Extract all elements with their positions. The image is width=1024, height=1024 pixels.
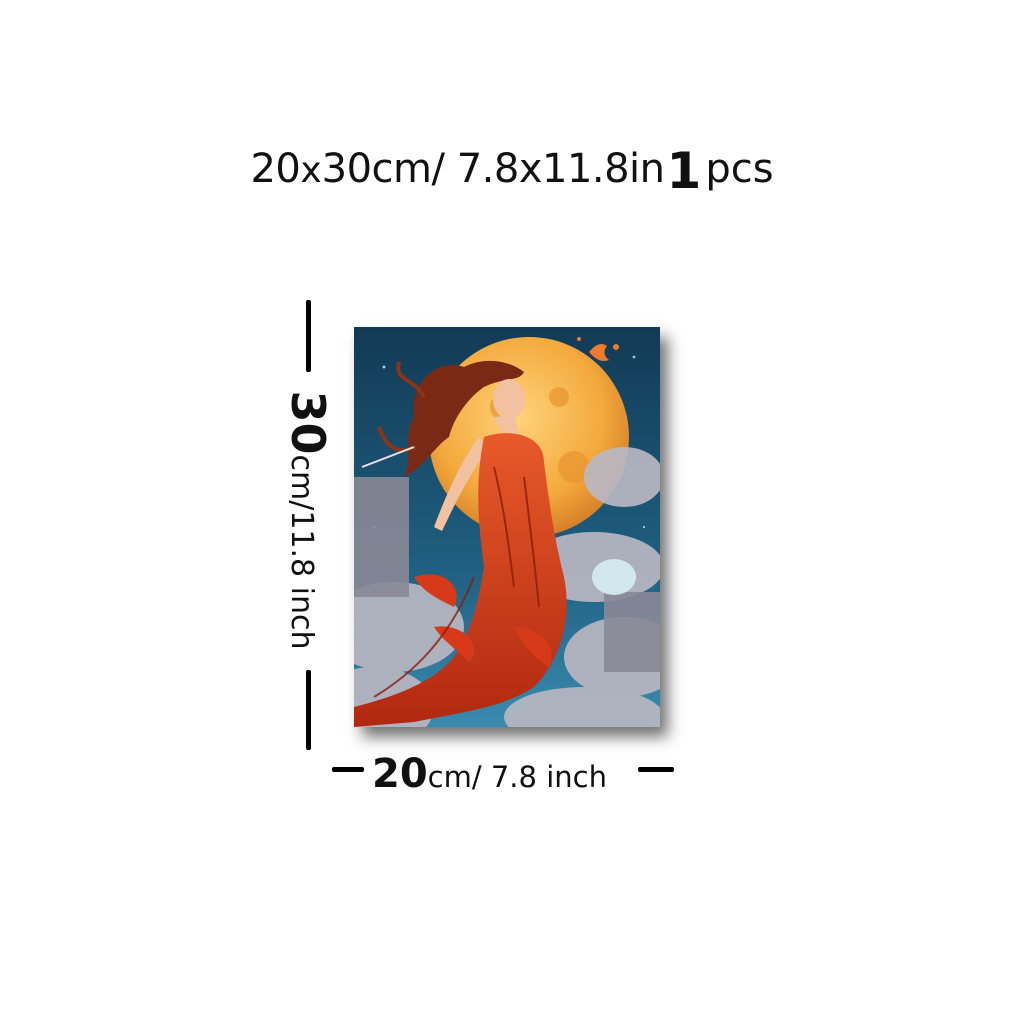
- height-unit: cm/11.8 inch: [284, 454, 319, 650]
- product-size-title: 20x30cm/ 7.8x11.8in1 pcs: [0, 140, 1024, 196]
- width-number: 20: [372, 751, 428, 797]
- height-bar-top: [306, 300, 311, 372]
- figure-dress: [354, 433, 567, 727]
- title-size-rest: 30cm/ 7.8x11.8in: [321, 146, 665, 192]
- width-dimension-label: 20cm/ 7.8 inch: [372, 754, 607, 794]
- height-number: 30: [281, 390, 335, 455]
- width-bar-right: [638, 767, 674, 772]
- height-bar-bottom: [306, 670, 311, 750]
- figure-face: [493, 379, 525, 419]
- title-piece-count: 1: [666, 142, 702, 200]
- canvas-artwork: [354, 327, 660, 727]
- artwork-illustration: [354, 327, 660, 727]
- height-dimension-label: 30cm/11.8 inch: [281, 390, 335, 650]
- title-size-width: 20: [250, 146, 301, 192]
- width-bar-left: [332, 767, 364, 772]
- title-piece-unit: pcs: [705, 146, 774, 192]
- figure-hair: [404, 360, 524, 477]
- width-unit: cm/ 7.8 inch: [427, 760, 607, 794]
- title-size-x: x: [300, 150, 322, 191]
